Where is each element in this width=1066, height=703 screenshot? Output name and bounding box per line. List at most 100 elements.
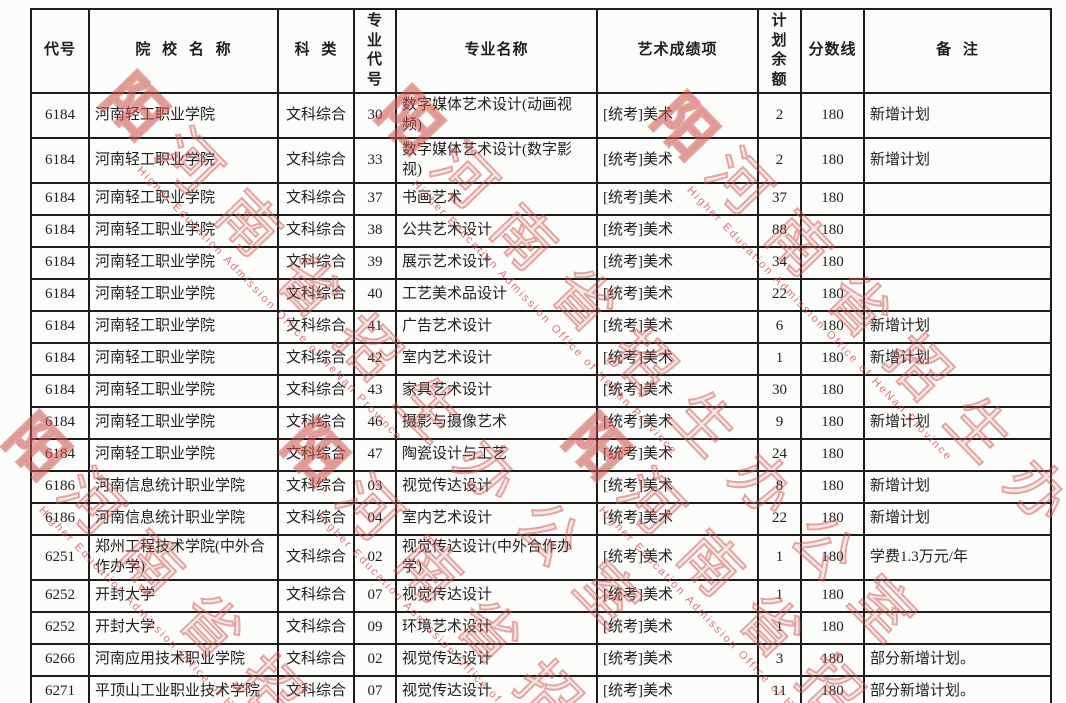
cell-major_name: 数字媒体艺术设计(数字影视) xyxy=(395,137,598,184)
plan-table-body: 6184 河南轻工职业学院 文科综合 30 数字媒体艺术设计(动画视频) [统考]美术 2 1… xyxy=(30,92,1052,703)
cell-remark xyxy=(863,374,1052,408)
cell-score_line: 180 xyxy=(800,310,865,344)
cell-code: 6184 xyxy=(30,406,90,440)
cell-art_item: [统考]美术 xyxy=(596,374,759,408)
cell-category: 文科综合 xyxy=(277,406,355,440)
cell-remark: 学费1.3万元/年 xyxy=(863,534,1052,581)
cell-remark xyxy=(863,214,1052,248)
cell-major_code: 39 xyxy=(353,246,397,280)
cell-code: 6184 xyxy=(30,342,90,376)
cell-remark xyxy=(863,278,1052,312)
cell-category: 文科综合 xyxy=(277,611,355,645)
cell-major_code: 02 xyxy=(353,643,397,677)
cell-school: 河南信息统计职业学院 xyxy=(88,470,279,504)
cell-category: 文科综合 xyxy=(277,534,355,581)
cell-code: 6184 xyxy=(30,246,90,280)
cell-art_item: [统考]美术 xyxy=(596,246,759,280)
cell-school: 河南轻工职业学院 xyxy=(88,406,279,440)
cell-major_code: 46 xyxy=(353,406,397,440)
cell-score_line: 180 xyxy=(800,278,865,312)
cell-category: 文科综合 xyxy=(277,470,355,504)
table-row: 6184 河南轻工职业学院 文科综合 37 书画艺术 [统考]美术 37 180 xyxy=(30,182,1052,216)
cell-major_code: 09 xyxy=(353,611,397,645)
cell-school: 河南轻工职业学院 xyxy=(88,92,279,139)
cell-score_line: 180 xyxy=(800,643,865,677)
cell-plan_remain: 88 xyxy=(757,214,802,248)
column-header-plan_remain: 计划 余额 xyxy=(757,8,802,94)
cell-score_line: 180 xyxy=(800,406,865,440)
table-row: 6184 河南轻工职业学院 文科综合 47 陶瓷设计与工艺 [统考]美术 24 180 xyxy=(30,438,1052,472)
cell-code: 6252 xyxy=(30,579,90,613)
cell-category: 文科综合 xyxy=(277,92,355,139)
table-row: 6252 开封大学 文科综合 07 视觉传达设计 [统考]美术 1 180 xyxy=(30,579,1052,613)
cell-major_name: 广告艺术设计 xyxy=(395,310,598,344)
cell-school: 河南应用技术职业学院 xyxy=(88,643,279,677)
cell-art_item: [统考]美术 xyxy=(596,310,759,344)
cell-art_item: [统考]美术 xyxy=(596,182,759,216)
cell-code: 6184 xyxy=(30,438,90,472)
table-row: 6184 河南轻工职业学院 文科综合 42 室内艺术设计 [统考]美术 1 180 新增计划 xyxy=(30,342,1052,376)
cell-art_item: [统考]美术 xyxy=(596,643,759,677)
cell-major_code: 07 xyxy=(353,675,397,703)
cell-category: 文科综合 xyxy=(277,374,355,408)
cell-category: 文科综合 xyxy=(277,502,355,536)
cell-category: 文科综合 xyxy=(277,579,355,613)
cell-school: 河南轻工职业学院 xyxy=(88,278,279,312)
cell-major_name: 展示艺术设计 xyxy=(395,246,598,280)
cell-plan_remain: 30 xyxy=(757,374,802,408)
cell-score_line: 180 xyxy=(800,214,865,248)
cell-major_code: 41 xyxy=(353,310,397,344)
table-row: 6184 河南轻工职业学院 文科综合 33 数字媒体艺术设计(数字影视) [统考]美术 2 1… xyxy=(30,137,1052,184)
column-header-art_item: 艺术成绩项 xyxy=(596,8,759,94)
cell-school: 河南轻工职业学院 xyxy=(88,137,279,184)
cell-art_item: [统考]美术 xyxy=(596,470,759,504)
cell-major_name: 公共艺术设计 xyxy=(395,214,598,248)
cell-plan_remain: 34 xyxy=(757,246,802,280)
table-row: 6186 河南信息统计职业学院 文科综合 03 视觉传达设计 [统考]美术 8 180 新增计划 xyxy=(30,470,1052,504)
cell-art_item: [统考]美术 xyxy=(596,611,759,645)
cell-major_name: 工艺美术品设计 xyxy=(395,278,598,312)
cell-art_item: [统考]美术 xyxy=(596,534,759,581)
cell-score_line: 180 xyxy=(800,502,865,536)
cell-major_name: 数字媒体艺术设计(动画视频) xyxy=(395,92,598,139)
cell-code: 6184 xyxy=(30,310,90,344)
cell-plan_remain: 22 xyxy=(757,502,802,536)
cell-code: 6184 xyxy=(30,182,90,216)
cell-category: 文科综合 xyxy=(277,278,355,312)
cell-art_item: [统考]美术 xyxy=(596,406,759,440)
cell-category: 文科综合 xyxy=(277,675,355,703)
cell-major_code: 37 xyxy=(353,182,397,216)
cell-category: 文科综合 xyxy=(277,182,355,216)
column-header-major_name: 专业名称 xyxy=(395,8,598,94)
table-row: 6184 河南轻工职业学院 文科综合 39 展示艺术设计 [统考]美术 34 180 xyxy=(30,246,1052,280)
cell-major_code: 03 xyxy=(353,470,397,504)
cell-major_code: 40 xyxy=(353,278,397,312)
cell-school: 郑州工程技术学院(中外合作办学) xyxy=(88,534,279,581)
cell-remark xyxy=(863,182,1052,216)
cell-art_item: [统考]美术 xyxy=(596,342,759,376)
cell-plan_remain: 8 xyxy=(757,470,802,504)
cell-score_line: 180 xyxy=(800,611,865,645)
cell-plan_remain: 1 xyxy=(757,611,802,645)
cell-art_item: [统考]美术 xyxy=(596,92,759,139)
cell-plan_remain: 2 xyxy=(757,137,802,184)
cell-code: 6184 xyxy=(30,278,90,312)
cell-code: 6266 xyxy=(30,643,90,677)
cell-remark: 新增计划 xyxy=(863,406,1052,440)
cell-art_item: [统考]美术 xyxy=(596,502,759,536)
cell-code: 6184 xyxy=(30,92,90,139)
cell-plan_remain: 9 xyxy=(757,406,802,440)
table-row: 6266 河南应用技术职业学院 文科综合 02 视觉传达设计 [统考]美术 3 180 部分新增… xyxy=(30,643,1052,677)
cell-major_code: 04 xyxy=(353,502,397,536)
table-row: 6271 平顶山工业职业技术学院 文科综合 07 视觉传达设计 [统考]美术 11 180 部分… xyxy=(30,675,1052,703)
cell-major_name: 视觉传达设计 xyxy=(395,643,598,677)
cell-code: 6184 xyxy=(30,137,90,184)
cell-major_name: 陶瓷设计与工艺 xyxy=(395,438,598,472)
cell-remark: 新增计划 xyxy=(863,342,1052,376)
cell-school: 河南轻工职业学院 xyxy=(88,342,279,376)
cell-score_line: 180 xyxy=(800,374,865,408)
cell-plan_remain: 37 xyxy=(757,182,802,216)
cell-major_name: 室内艺术设计 xyxy=(395,502,598,536)
cell-plan_remain: 22 xyxy=(757,278,802,312)
cell-plan_remain: 3 xyxy=(757,643,802,677)
